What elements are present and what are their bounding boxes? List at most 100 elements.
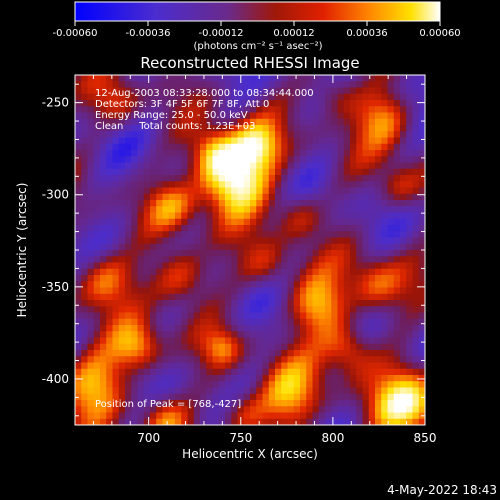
heatmap-cell: [181, 306, 188, 313]
heatmap-cell: [156, 350, 163, 357]
heatmap-cell: [131, 337, 138, 345]
heatmap-cell: [418, 168, 426, 176]
heatmap-cell: [325, 212, 332, 220]
heatmap-cell: [156, 400, 163, 407]
heatmap-cell: [268, 387, 276, 395]
heatmap-cell: [350, 250, 357, 257]
heatmap-cell: [181, 87, 188, 95]
heatmap-cell: [250, 325, 257, 332]
heatmap-cell: [256, 306, 263, 313]
heatmap-cell: [112, 200, 120, 207]
heatmap-cell: [93, 231, 101, 238]
heatmap-cell: [212, 418, 220, 426]
heatmap-cell: [250, 400, 257, 407]
heatmap-cell: [218, 156, 226, 163]
heatmap-cell: [256, 81, 263, 88]
heatmap-cell: [318, 406, 326, 413]
heatmap-cell: [343, 356, 351, 363]
footer-date: 4-May-2022 18:43: [387, 483, 497, 497]
heatmap-cell: [356, 325, 363, 332]
heatmap-cell: [325, 418, 332, 426]
heatmap-cell: [118, 212, 126, 220]
heatmap-cell: [293, 231, 301, 238]
heatmap-cell: [150, 287, 157, 295]
heatmap-cell: [212, 262, 220, 270]
heatmap-cell: [293, 356, 301, 363]
heatmap-cell: [137, 100, 145, 107]
heatmap-cell: [418, 381, 426, 388]
heatmap-cell: [331, 143, 338, 151]
heatmap-cell: [118, 112, 126, 120]
heatmap-cell: [256, 412, 263, 420]
heatmap-cell: [81, 293, 88, 301]
heatmap-cell: [325, 168, 332, 176]
heatmap-cell: [118, 156, 126, 163]
heatmap-cell: [393, 81, 401, 88]
heatmap-cell: [193, 343, 201, 351]
heatmap-cell: [387, 312, 395, 320]
heatmap-cell: [237, 337, 245, 345]
heatmap-cell: [87, 87, 95, 95]
heatmap-cell: [262, 231, 270, 238]
heatmap-cell: [400, 93, 407, 101]
heatmap-cell: [381, 356, 388, 363]
heatmap-cell: [412, 281, 420, 288]
heatmap-cell: [112, 162, 120, 170]
heatmap-cell: [268, 193, 276, 201]
heatmap-cell: [381, 231, 388, 238]
x-tick-label: 750: [229, 431, 252, 445]
heatmap-cell: [212, 131, 220, 138]
heatmap-cell: [112, 350, 120, 357]
heatmap-cell: [112, 412, 120, 420]
heatmap-cell: [400, 175, 407, 182]
heatmap-cell: [281, 118, 288, 126]
heatmap-cell: [231, 93, 238, 101]
heatmap-cell: [287, 250, 295, 257]
heatmap-cell: [350, 312, 357, 320]
heatmap-cell: [381, 187, 388, 195]
heatmap-cell: [287, 362, 295, 370]
heatmap-cell: [118, 143, 126, 151]
heatmap-cell: [168, 212, 176, 220]
heatmap-cell: [375, 275, 382, 282]
heatmap-cell: [300, 243, 307, 251]
heatmap-cell: [125, 381, 132, 388]
heatmap-cell: [175, 412, 182, 420]
heatmap-cell: [218, 187, 226, 195]
heatmap-cell: [375, 118, 382, 126]
heatmap-cell: [418, 143, 426, 151]
heatmap-cell: [362, 362, 370, 370]
heatmap-cell: [306, 168, 313, 176]
heatmap-cell: [118, 275, 126, 282]
heatmap-cell: [200, 212, 207, 220]
heatmap-cell: [400, 406, 407, 413]
heatmap-cell: [337, 75, 345, 82]
heatmap-cell: [343, 200, 351, 207]
heatmap-cell: [275, 118, 282, 126]
heatmap-cell: [175, 156, 182, 163]
heatmap-cell: [375, 268, 382, 276]
heatmap-cell: [306, 187, 313, 195]
heatmap-cell: [187, 218, 195, 226]
heatmap-cell: [150, 212, 157, 220]
heatmap-cell: [168, 368, 176, 376]
heatmap-cell: [343, 218, 351, 226]
heatmap-cell: [237, 193, 245, 201]
heatmap-cell: [225, 243, 232, 251]
heatmap-cell: [256, 362, 263, 370]
heatmap-cell: [337, 412, 345, 420]
heatmap-cell: [275, 325, 282, 332]
heatmap-cell: [168, 418, 176, 426]
heatmap-cell: [337, 143, 345, 151]
heatmap-cell: [362, 275, 370, 282]
heatmap-cell: [250, 112, 257, 120]
heatmap-cell: [293, 218, 301, 226]
heatmap-cell: [143, 381, 151, 388]
heatmap-cell: [412, 325, 420, 332]
heatmap-cell: [406, 293, 413, 301]
heatmap-cell: [393, 243, 401, 251]
heatmap-cell: [175, 362, 182, 370]
heatmap-cell: [212, 218, 220, 226]
heatmap-cell: [75, 112, 82, 120]
heatmap-cell: [93, 193, 101, 201]
